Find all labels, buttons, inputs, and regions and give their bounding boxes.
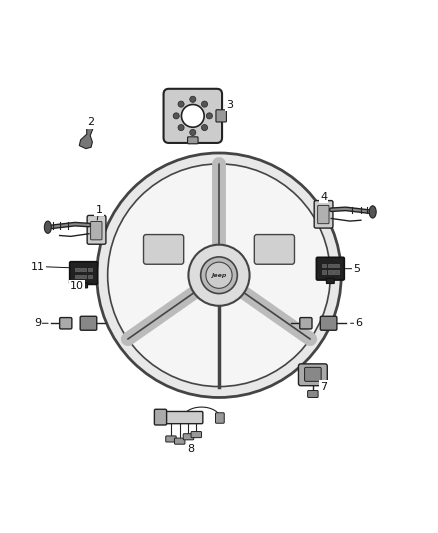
FancyBboxPatch shape — [300, 318, 312, 329]
Circle shape — [190, 96, 196, 102]
FancyBboxPatch shape — [254, 235, 294, 264]
FancyBboxPatch shape — [60, 318, 72, 329]
Text: 1: 1 — [95, 205, 102, 215]
Ellipse shape — [369, 206, 376, 218]
Text: 9: 9 — [34, 318, 41, 328]
Text: 3: 3 — [226, 100, 233, 110]
Circle shape — [173, 113, 179, 119]
FancyBboxPatch shape — [298, 364, 327, 386]
FancyBboxPatch shape — [215, 413, 224, 423]
Circle shape — [178, 101, 184, 107]
FancyBboxPatch shape — [91, 222, 102, 240]
Text: 6: 6 — [355, 318, 362, 328]
FancyBboxPatch shape — [187, 137, 198, 144]
Polygon shape — [79, 125, 94, 149]
FancyBboxPatch shape — [174, 438, 185, 444]
FancyBboxPatch shape — [216, 110, 226, 122]
Circle shape — [201, 125, 208, 131]
Bar — [75, 274, 80, 278]
Bar — [75, 268, 80, 271]
Bar — [328, 270, 332, 274]
Circle shape — [181, 104, 204, 127]
Circle shape — [206, 262, 232, 288]
Text: 11: 11 — [31, 262, 45, 271]
Text: 4: 4 — [320, 192, 327, 201]
FancyBboxPatch shape — [87, 215, 106, 244]
Bar — [88, 274, 92, 278]
Circle shape — [97, 153, 341, 398]
Circle shape — [201, 101, 208, 107]
Circle shape — [188, 245, 250, 306]
FancyBboxPatch shape — [154, 409, 166, 425]
FancyBboxPatch shape — [326, 278, 334, 284]
Text: 7: 7 — [320, 382, 327, 392]
Bar — [322, 270, 326, 274]
FancyBboxPatch shape — [166, 436, 176, 442]
FancyBboxPatch shape — [80, 316, 97, 330]
Bar — [88, 268, 92, 271]
FancyBboxPatch shape — [191, 432, 201, 438]
FancyBboxPatch shape — [163, 411, 203, 424]
Circle shape — [178, 125, 184, 131]
Bar — [81, 268, 86, 271]
FancyBboxPatch shape — [183, 434, 194, 440]
Circle shape — [190, 130, 196, 135]
FancyBboxPatch shape — [320, 316, 337, 330]
Bar — [322, 264, 326, 267]
Circle shape — [201, 257, 237, 294]
Circle shape — [206, 113, 212, 119]
Bar — [328, 264, 332, 267]
Circle shape — [108, 164, 330, 386]
Ellipse shape — [44, 221, 51, 233]
Bar — [81, 274, 86, 278]
Circle shape — [108, 164, 330, 386]
FancyBboxPatch shape — [307, 391, 318, 398]
FancyBboxPatch shape — [163, 89, 222, 143]
Text: 10: 10 — [70, 281, 84, 291]
Text: 5: 5 — [353, 264, 360, 273]
FancyBboxPatch shape — [318, 205, 329, 224]
Bar — [335, 264, 339, 267]
FancyBboxPatch shape — [316, 257, 344, 280]
FancyBboxPatch shape — [314, 200, 333, 228]
FancyBboxPatch shape — [304, 367, 321, 381]
Text: 8: 8 — [187, 444, 194, 454]
Text: Jeep: Jeep — [211, 273, 227, 278]
FancyBboxPatch shape — [70, 262, 98, 285]
Text: 2: 2 — [87, 117, 94, 127]
FancyBboxPatch shape — [144, 235, 184, 264]
FancyBboxPatch shape — [80, 282, 88, 288]
Bar — [335, 270, 339, 274]
